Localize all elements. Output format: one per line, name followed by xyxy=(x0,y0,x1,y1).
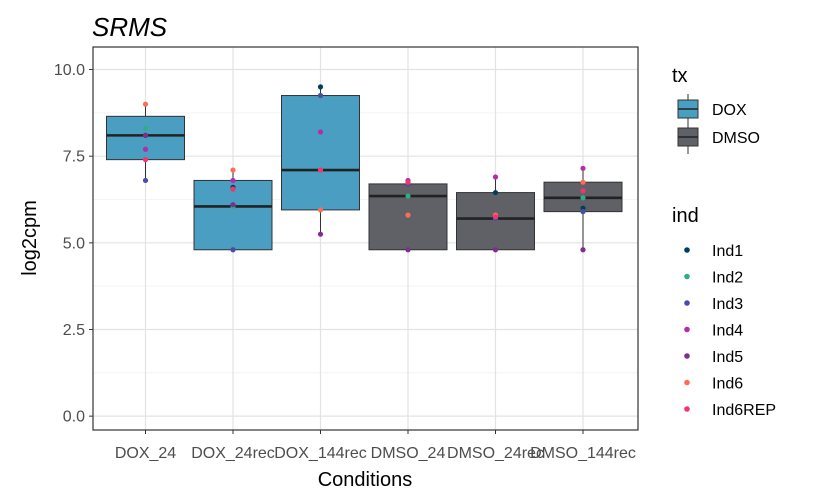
y-tick-label: 2.5 xyxy=(63,322,85,339)
x-axis-ticks: DOX_24 DOX_24rec DOX_144rec DMSO_24 DMSO_24r… xyxy=(115,430,636,462)
point-Ind5 xyxy=(230,202,236,208)
legend-label-Ind4: Ind4 xyxy=(712,323,743,340)
box-DOX_144rec xyxy=(281,95,360,211)
legend-marker-Ind6REP xyxy=(684,406,690,412)
legend-label-DMSO: DMSO xyxy=(712,130,760,147)
legend-label-Ind2: Ind2 xyxy=(712,270,743,287)
y-axis-title: log2cpm xyxy=(19,200,41,276)
x-tick-label: DOX_144rec xyxy=(274,445,367,462)
legend-label-Ind6REP: Ind6REP xyxy=(712,402,776,419)
point-Ind2 xyxy=(142,125,149,132)
point-Ind4 xyxy=(317,129,324,135)
x-axis-title: Conditions xyxy=(318,469,413,491)
legend-tx: tx DOX DMSO xyxy=(672,65,760,154)
point-Ind6REP xyxy=(405,179,411,185)
legend-marker-Ind4 xyxy=(684,326,690,333)
legend-marker-Ind1 xyxy=(684,247,690,253)
legend-marker-Ind2 xyxy=(684,273,690,280)
legend-marker-Ind3 xyxy=(684,300,690,306)
point-Ind4 xyxy=(230,177,236,184)
legend-label-Ind6: Ind6 xyxy=(712,376,743,393)
point-Ind3 xyxy=(580,209,586,215)
chart-title: SRMS xyxy=(92,12,168,42)
point-Ind1 xyxy=(317,84,324,90)
y-axis-ticks: 0.0 2.5 5.0 7.5 10.0 xyxy=(54,62,93,426)
x-tick-label: DMSO_144rec xyxy=(530,445,636,462)
x-tick-label: DMSO_24 xyxy=(371,445,446,462)
legend-marker-Ind6 xyxy=(684,379,690,386)
point-Ind4 xyxy=(142,146,149,152)
point-Ind6 xyxy=(405,212,411,218)
legend-label-DOX: DOX xyxy=(712,102,747,119)
legend-ind: ind Ind1 Ind2 Ind3 Ind4 Ind5 Ind6 Ind6REP xyxy=(672,205,776,419)
point-Ind6 xyxy=(317,207,324,213)
point-Ind3 xyxy=(230,247,236,253)
point-Ind3 xyxy=(142,177,149,184)
legend-ind-title: ind xyxy=(672,205,699,227)
x-tick-label: DOX_24 xyxy=(115,445,176,462)
point-Ind5 xyxy=(405,247,411,253)
legend-tx-title: tx xyxy=(672,65,688,87)
y-tick-label: 10.0 xyxy=(54,62,85,79)
legend-marker-Ind5 xyxy=(684,353,690,359)
point-Ind6 xyxy=(230,167,236,173)
point-Ind6REP xyxy=(580,188,586,194)
x-tick-label: DMSO_24rec xyxy=(447,445,544,462)
point-Ind5 xyxy=(142,132,149,138)
legend-label-Ind1: Ind1 xyxy=(712,243,743,260)
point-Ind6 xyxy=(580,179,586,185)
point-Ind1 xyxy=(492,189,499,196)
point-Ind6REP xyxy=(230,186,236,192)
legend-label-Ind5: Ind5 xyxy=(712,349,743,366)
x-tick-label: DOX_24rec xyxy=(191,445,275,462)
y-tick-label: 5.0 xyxy=(63,235,85,252)
point-Ind2 xyxy=(405,193,411,199)
point-Ind5 xyxy=(580,247,586,253)
point-Ind4 xyxy=(492,174,499,180)
point-Ind3 xyxy=(317,92,324,99)
point-Ind6REP xyxy=(142,157,149,163)
plot-panel-border xyxy=(92,46,639,431)
legend-label-Ind3: Ind3 xyxy=(712,296,743,313)
y-tick-label: 0.0 xyxy=(63,409,85,426)
point-Ind5 xyxy=(492,247,499,253)
points xyxy=(142,84,586,253)
point-Ind6REP xyxy=(492,214,499,220)
point-Ind6 xyxy=(142,101,149,107)
point-Ind4 xyxy=(580,165,586,171)
point-Ind5 xyxy=(317,231,324,237)
y-tick-label: 7.5 xyxy=(63,149,85,166)
point-Ind2 xyxy=(580,195,586,201)
point-Ind6REP xyxy=(317,167,324,173)
